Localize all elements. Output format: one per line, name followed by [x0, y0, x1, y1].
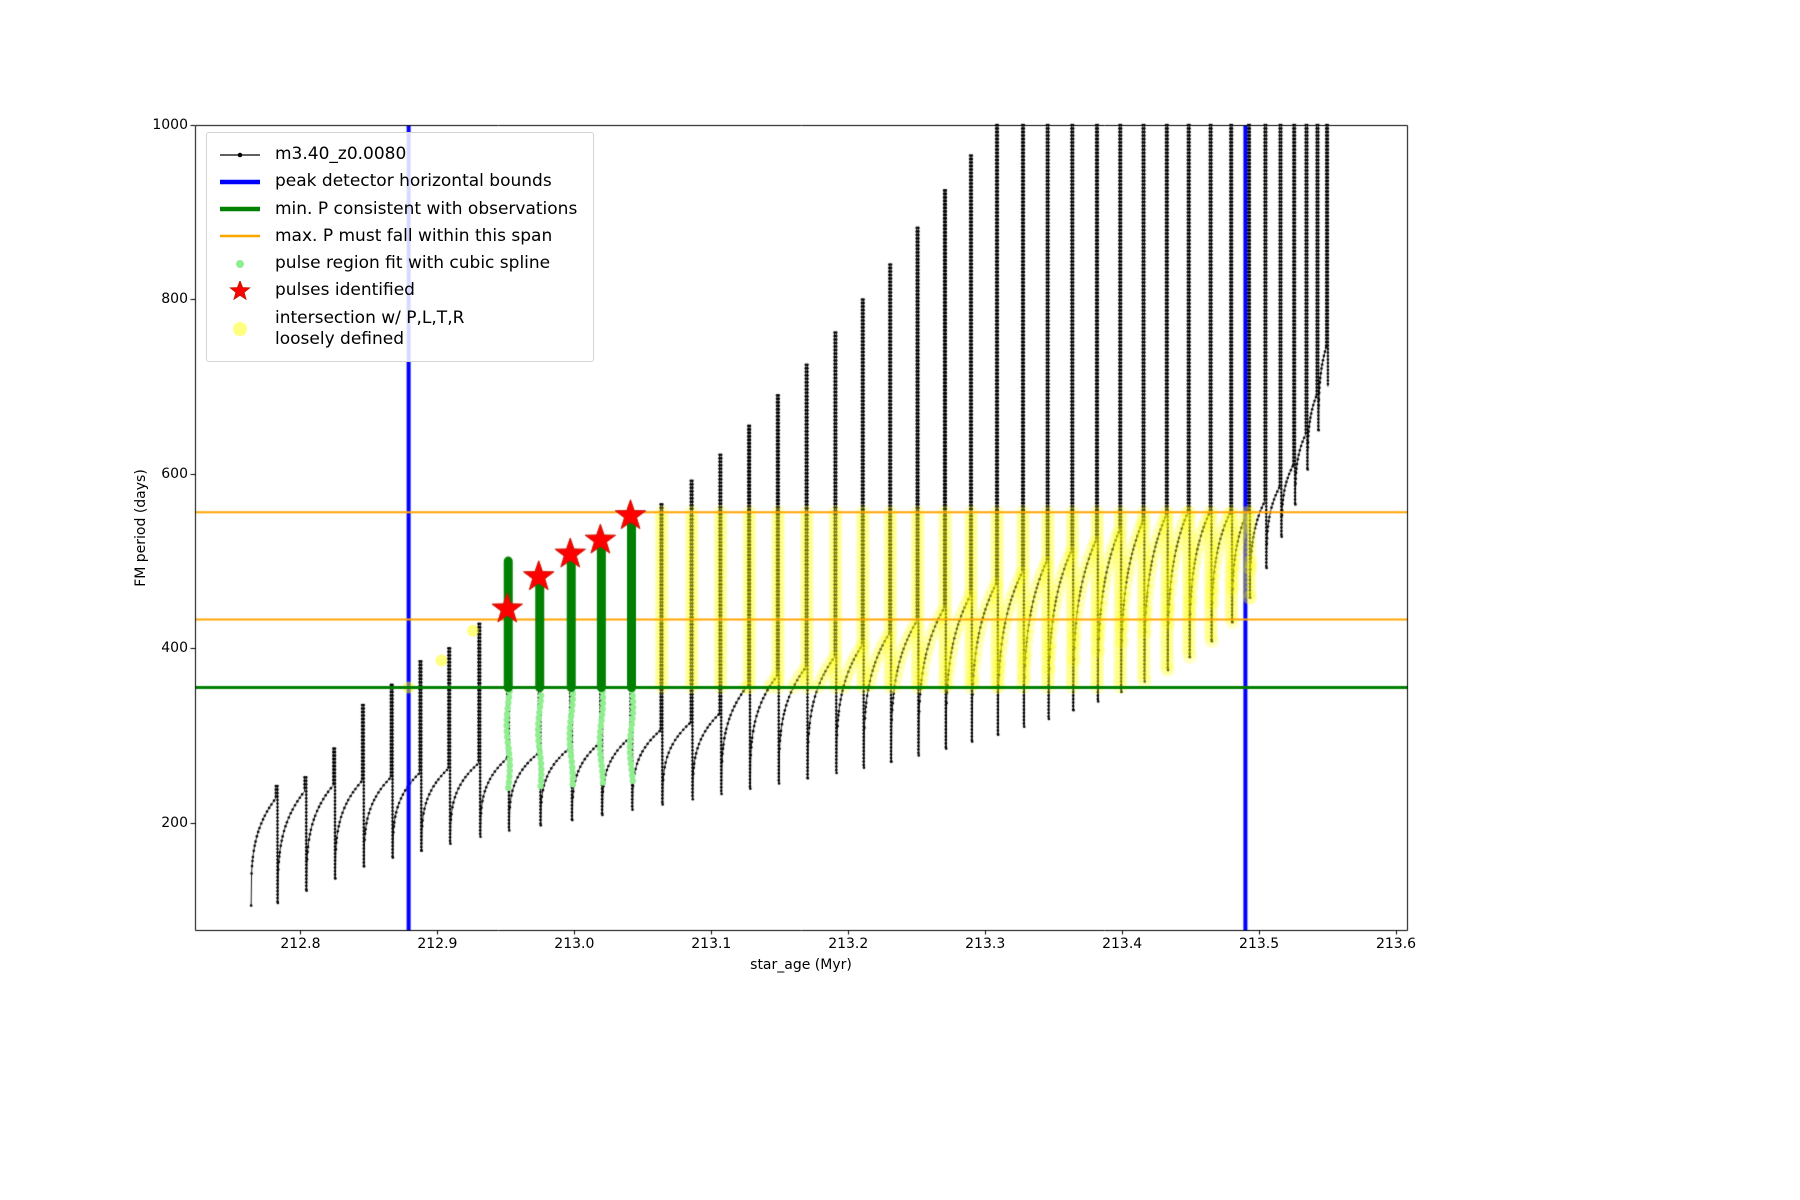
- legend-label: pulse region fit with cubic spline: [275, 253, 551, 273]
- x-tick-label: 213.1: [691, 936, 732, 952]
- x-tick-label: 213.2: [828, 936, 869, 952]
- x-tick-label: 213.3: [965, 936, 1006, 952]
- legend: m3.40_z0.0080 peak detector horizontal b…: [206, 132, 595, 362]
- red-star-icon: [217, 280, 263, 301]
- y-axis-label: FM period (days): [133, 468, 149, 587]
- legend-item-intersection: intersection w/ P,L,T,R loosely defined: [217, 305, 577, 354]
- green-line-glyph: [217, 199, 263, 219]
- legend-item-min-p: min. P consistent with observations: [217, 196, 577, 223]
- legend-label: pulses identified: [275, 280, 415, 301]
- legend-label: max. P must fall within this span: [275, 225, 553, 246]
- yellow-dot-glyph: [217, 319, 263, 339]
- legend-item-pulses: pulses identified: [217, 277, 577, 304]
- y-tick-label: 400: [161, 640, 188, 657]
- legend-item-max-p: max. P must fall within this span: [217, 223, 577, 250]
- legend-label: m3.40_z0.0080: [275, 144, 407, 164]
- x-tick-label: 212.9: [417, 936, 458, 952]
- x-tick-label: 212.8: [280, 936, 321, 952]
- legend-item-pulse-region: pulse region fit with cubic spline: [217, 250, 577, 277]
- legend-item-peak-bounds: peak detector horizontal bounds: [217, 168, 577, 195]
- blue-line-glyph: [217, 172, 263, 192]
- lightgreen-dot-glyph: [217, 254, 263, 274]
- x-axis-label: star_age (Myr): [750, 957, 852, 973]
- y-tick-label: 600: [161, 465, 188, 482]
- x-tick-label: 213.6: [1375, 936, 1417, 952]
- line-dot-glyph: [217, 145, 263, 165]
- legend-label: intersection w/ P,L,T,R loosely defined: [275, 307, 465, 349]
- y-tick-label: 1000: [152, 117, 188, 133]
- y-tick-label: 800: [161, 291, 188, 308]
- x-tick-label: 213.0: [554, 936, 595, 952]
- legend-label: peak detector horizontal bounds: [275, 171, 552, 192]
- x-tick-label: 213.5: [1239, 936, 1280, 952]
- legend-item-track: m3.40_z0.0080: [217, 141, 577, 168]
- x-tick-label: 213.4: [1102, 936, 1143, 952]
- orange-line-glyph: [217, 226, 263, 246]
- y-tick-label: 200: [161, 814, 188, 831]
- legend-label: min. P consistent with observations: [275, 198, 578, 219]
